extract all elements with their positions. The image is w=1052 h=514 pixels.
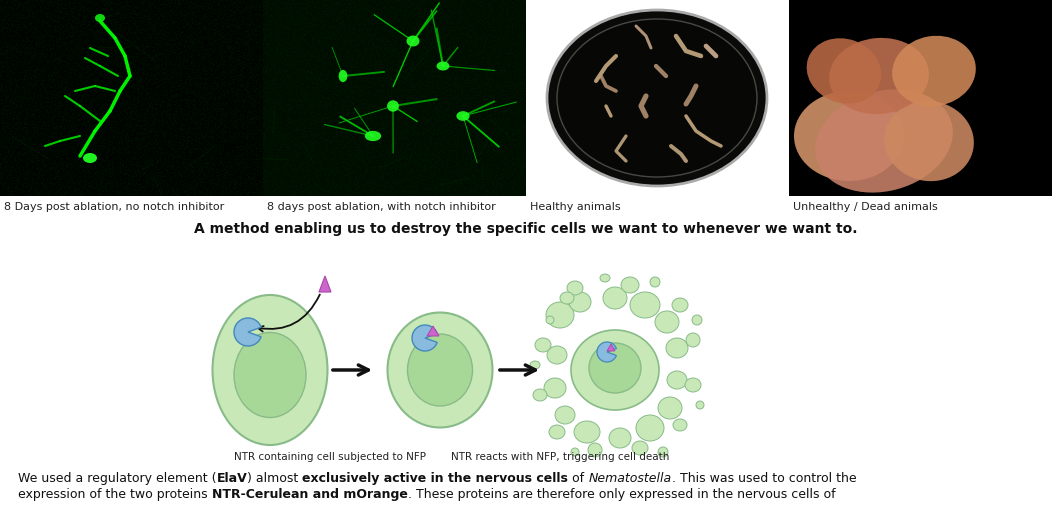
Wedge shape bbox=[412, 325, 438, 351]
Ellipse shape bbox=[544, 378, 566, 398]
Polygon shape bbox=[607, 344, 615, 351]
Ellipse shape bbox=[574, 421, 600, 443]
Ellipse shape bbox=[387, 313, 492, 428]
Ellipse shape bbox=[632, 441, 648, 455]
Wedge shape bbox=[234, 318, 261, 346]
Ellipse shape bbox=[83, 153, 97, 163]
Ellipse shape bbox=[571, 330, 659, 410]
Ellipse shape bbox=[533, 389, 547, 401]
Ellipse shape bbox=[686, 333, 700, 347]
Ellipse shape bbox=[829, 38, 929, 114]
Ellipse shape bbox=[567, 281, 583, 295]
Ellipse shape bbox=[546, 302, 574, 328]
Ellipse shape bbox=[892, 36, 976, 106]
Text: NTR-Cerulean and mOrange: NTR-Cerulean and mOrange bbox=[211, 488, 407, 501]
Ellipse shape bbox=[557, 19, 757, 177]
Ellipse shape bbox=[621, 277, 639, 293]
Ellipse shape bbox=[535, 338, 551, 352]
Text: expression of the two proteins: expression of the two proteins bbox=[18, 488, 211, 501]
Ellipse shape bbox=[658, 397, 682, 419]
Ellipse shape bbox=[546, 316, 554, 324]
Ellipse shape bbox=[650, 277, 660, 287]
Ellipse shape bbox=[406, 35, 420, 46]
Text: exclusively active in the nervous cells: exclusively active in the nervous cells bbox=[303, 472, 568, 485]
Ellipse shape bbox=[437, 62, 449, 70]
Text: . This was used to control the: . This was used to control the bbox=[671, 472, 856, 485]
Text: of: of bbox=[568, 472, 588, 485]
Ellipse shape bbox=[387, 100, 399, 112]
Ellipse shape bbox=[547, 10, 767, 186]
Polygon shape bbox=[319, 276, 331, 292]
Ellipse shape bbox=[213, 295, 327, 445]
Ellipse shape bbox=[365, 131, 381, 141]
Ellipse shape bbox=[549, 425, 565, 439]
Ellipse shape bbox=[636, 415, 664, 441]
Text: Healthy animals: Healthy animals bbox=[530, 202, 621, 212]
Ellipse shape bbox=[794, 91, 904, 181]
Text: NTR containing cell subjected to NFP: NTR containing cell subjected to NFP bbox=[234, 452, 426, 462]
Ellipse shape bbox=[600, 274, 610, 282]
Ellipse shape bbox=[692, 315, 702, 325]
Text: Unhealthy / Dead animals: Unhealthy / Dead animals bbox=[793, 202, 937, 212]
Ellipse shape bbox=[666, 338, 688, 358]
Text: ElaV: ElaV bbox=[217, 472, 247, 485]
Ellipse shape bbox=[530, 361, 540, 369]
Ellipse shape bbox=[807, 38, 882, 104]
Ellipse shape bbox=[658, 447, 668, 457]
Ellipse shape bbox=[630, 292, 660, 318]
Ellipse shape bbox=[407, 334, 472, 406]
Text: 8 Days post ablation, no notch inhibitor: 8 Days post ablation, no notch inhibitor bbox=[4, 202, 224, 212]
Ellipse shape bbox=[560, 292, 574, 304]
Ellipse shape bbox=[571, 448, 579, 456]
Ellipse shape bbox=[589, 343, 641, 393]
Ellipse shape bbox=[603, 287, 627, 309]
Text: . These proteins are therefore only expressed in the nervous cells of: . These proteins are therefore only expr… bbox=[407, 488, 835, 501]
Ellipse shape bbox=[655, 311, 679, 333]
Ellipse shape bbox=[234, 333, 306, 417]
Text: A method enabling us to destroy the specific cells we want to whenever we want t: A method enabling us to destroy the spec… bbox=[195, 222, 857, 236]
Ellipse shape bbox=[815, 89, 953, 193]
Ellipse shape bbox=[609, 428, 631, 448]
Text: Nematostella: Nematostella bbox=[588, 472, 671, 485]
Polygon shape bbox=[427, 326, 439, 336]
Ellipse shape bbox=[672, 298, 688, 312]
Ellipse shape bbox=[569, 292, 591, 312]
Ellipse shape bbox=[555, 406, 575, 424]
Ellipse shape bbox=[457, 111, 469, 121]
Ellipse shape bbox=[588, 443, 602, 457]
Ellipse shape bbox=[696, 401, 704, 409]
Text: NTR reacts with NFP, triggering cell death: NTR reacts with NFP, triggering cell dea… bbox=[451, 452, 669, 462]
Text: We used a regulatory element (: We used a regulatory element ( bbox=[18, 472, 217, 485]
Ellipse shape bbox=[667, 371, 687, 389]
Ellipse shape bbox=[673, 419, 687, 431]
Ellipse shape bbox=[339, 70, 347, 82]
Wedge shape bbox=[596, 342, 616, 362]
Ellipse shape bbox=[884, 101, 974, 181]
Text: ) almost: ) almost bbox=[247, 472, 303, 485]
Ellipse shape bbox=[95, 14, 105, 22]
Ellipse shape bbox=[547, 346, 567, 364]
Text: 8 days post ablation, with notch inhibitor: 8 days post ablation, with notch inhibit… bbox=[267, 202, 495, 212]
Ellipse shape bbox=[685, 378, 701, 392]
